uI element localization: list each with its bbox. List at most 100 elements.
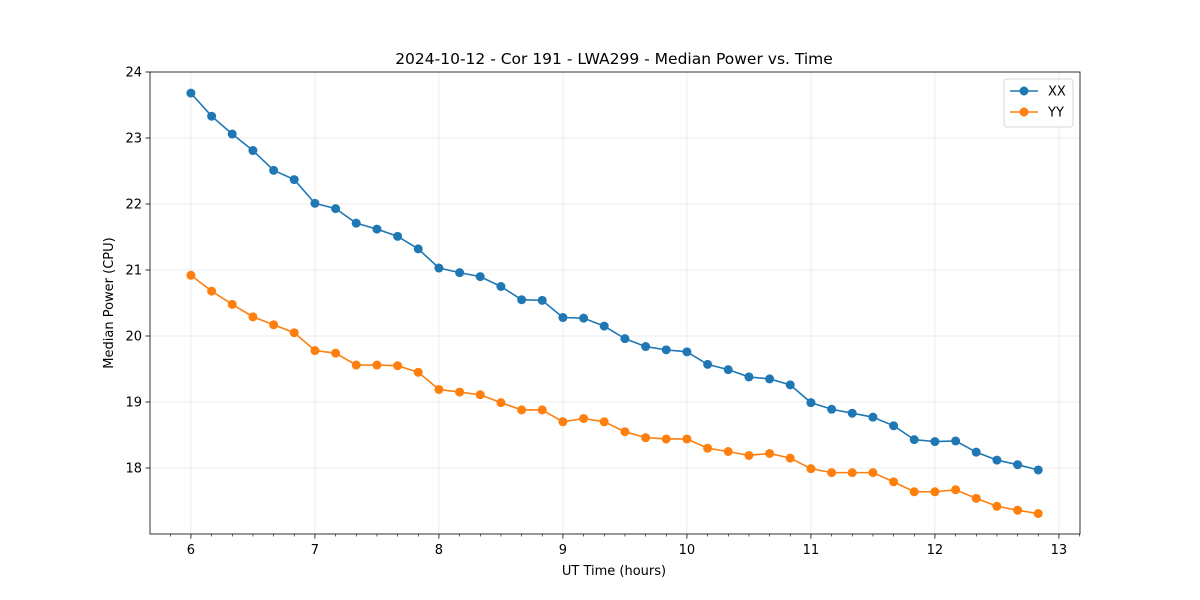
data-point-xx: [269, 165, 279, 175]
x-tick-label: 9: [559, 543, 567, 558]
data-point-xx: [599, 321, 609, 331]
data-point-yy: [951, 485, 961, 495]
data-point-xx: [703, 359, 713, 369]
x-axis-label: UT Time (hours): [562, 564, 666, 579]
data-point-yy: [992, 501, 1002, 511]
data-point-xx: [537, 295, 547, 305]
legend-label-xx: XX: [1048, 85, 1066, 100]
data-point-yy: [620, 427, 630, 437]
data-point-yy: [682, 434, 692, 444]
axes-frame: [149, 71, 1081, 535]
data-point-xx: [1033, 465, 1043, 475]
data-point-yy: [661, 434, 671, 444]
data-point-xx: [207, 111, 217, 121]
x-tick-label: 7: [311, 543, 319, 558]
data-point-xx: [248, 146, 258, 156]
data-point-xx: [661, 345, 671, 355]
data-point-yy: [847, 468, 857, 478]
data-point-xx: [785, 380, 795, 390]
x-tick-label: 12: [927, 543, 944, 558]
data-point-xx: [331, 204, 341, 214]
data-point-xx: [434, 263, 444, 273]
y-tick-label: 19: [125, 396, 142, 411]
data-point-xx: [558, 313, 568, 323]
chart-title: 2024-10-12 - Cor 191 - LWA299 - Median P…: [395, 50, 833, 68]
data-point-yy: [703, 443, 713, 453]
data-point-xx: [847, 408, 857, 418]
data-point-xx: [1013, 460, 1023, 470]
x-tick-label: 11: [803, 543, 820, 558]
data-point-yy: [289, 328, 299, 338]
y-tick-label: 23: [125, 132, 142, 147]
data-point-xx: [930, 437, 940, 447]
data-point-yy: [1033, 509, 1043, 519]
data-point-xx: [682, 347, 692, 357]
data-point-xx: [496, 282, 506, 291]
data-point-xx: [579, 313, 589, 323]
data-point-yy: [1013, 505, 1023, 515]
data-point-xx: [992, 455, 1002, 465]
data-point-yy: [269, 320, 279, 330]
data-point-yy: [537, 405, 547, 415]
data-point-xx: [351, 218, 361, 228]
data-point-yy: [248, 312, 258, 322]
data-point-yy: [889, 477, 899, 487]
x-tick-label: 6: [187, 543, 195, 558]
data-point-yy: [971, 493, 981, 503]
data-point-yy: [744, 450, 754, 460]
legend-label-yy: YY: [1047, 106, 1064, 121]
data-point-yy: [227, 299, 237, 309]
data-point-xx: [517, 295, 527, 305]
data-point-yy: [765, 448, 775, 458]
data-point-yy: [351, 360, 361, 370]
data-point-yy: [868, 468, 878, 478]
data-point-yy: [393, 361, 403, 371]
data-point-xx: [951, 436, 961, 446]
data-point-yy: [186, 270, 196, 280]
data-point-yy: [413, 367, 423, 377]
x-tick-label: 10: [679, 543, 696, 558]
data-point-yy: [455, 387, 465, 397]
y-tick-label: 20: [125, 330, 142, 345]
data-point-xx: [889, 421, 899, 431]
data-point-yy: [827, 468, 837, 478]
data-point-xx: [227, 129, 237, 139]
data-point-xx: [723, 365, 733, 375]
data-point-xx: [393, 231, 403, 241]
data-point-yy: [475, 390, 485, 400]
data-point-xx: [475, 272, 485, 282]
y-tick-label: 21: [125, 264, 142, 279]
data-point-yy: [434, 384, 444, 394]
data-point-yy: [331, 348, 341, 358]
data-point-xx: [372, 224, 382, 234]
series: [186, 88, 1043, 519]
y-tick-label: 18: [125, 462, 142, 477]
y-axis-label: Median Power (CPU): [102, 237, 117, 368]
data-point-yy: [496, 398, 506, 408]
data-point-xx: [806, 398, 816, 408]
data-point-xx: [744, 372, 754, 382]
data-point-yy: [517, 405, 527, 415]
legend-marker-yy: [1019, 107, 1029, 117]
data-point-xx: [455, 268, 465, 278]
data-point-yy: [909, 487, 919, 497]
data-point-yy: [558, 417, 568, 427]
data-point-xx: [289, 175, 299, 185]
data-point-xx: [620, 334, 630, 344]
data-point-xx: [641, 342, 651, 352]
data-point-xx: [971, 447, 981, 457]
data-point-yy: [207, 286, 217, 296]
data-point-xx: [909, 435, 919, 445]
data-point-yy: [785, 453, 795, 463]
x-tick-label: 8: [435, 543, 443, 558]
data-point-yy: [723, 447, 733, 456]
data-point-xx: [413, 244, 423, 254]
data-point-xx: [310, 198, 320, 208]
data-point-yy: [641, 433, 651, 443]
data-point-xx: [186, 88, 196, 98]
data-point-yy: [372, 360, 382, 370]
y-tick-label: 24: [125, 66, 142, 81]
data-point-yy: [310, 346, 320, 356]
